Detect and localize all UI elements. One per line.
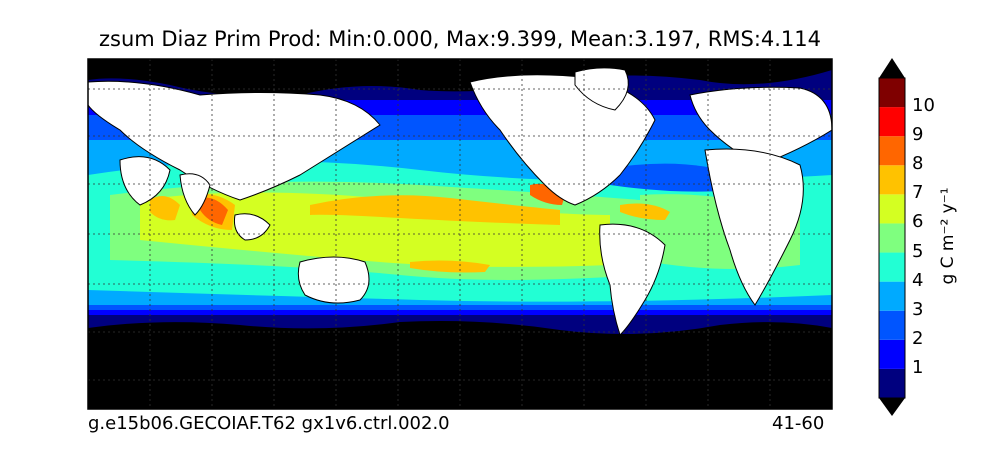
europe: [689, 86, 832, 166]
arabia: [119, 156, 171, 206]
colorbar-tick-label: 4: [912, 269, 924, 291]
case-name-label: g.e15b06.GECOIAF.T62 gx1v6.ctrl.002.0: [88, 413, 450, 434]
colorbar-segment: [879, 252, 905, 282]
colorbar-tick-label: 10: [912, 95, 935, 117]
colorbar-tick-label: 2: [912, 327, 924, 349]
colorbar-tick-label: 7: [912, 182, 924, 204]
india: [179, 173, 211, 216]
colorbar: [878, 58, 906, 416]
colorbar-segment: [879, 339, 905, 369]
map-frame: [87, 58, 833, 410]
colorbar-segment: [879, 136, 905, 166]
australia: [297, 256, 370, 304]
colorbar-under-arrow: [879, 398, 905, 416]
colorbar-segment: [879, 194, 905, 224]
continents: [88, 67, 832, 336]
colorbar-tick-label: 3: [912, 298, 924, 320]
colorbar-over-arrow: [879, 58, 905, 78]
arctic-ice: [88, 59, 832, 97]
colorbar-frame: [878, 77, 906, 399]
colorbar-tick-label: 1: [912, 356, 924, 378]
colorbar-tick-label: 6: [912, 211, 924, 233]
years-label: 41-60: [772, 413, 825, 434]
colorbar-tick-label: 9: [912, 124, 924, 146]
map-gridlines: [88, 59, 832, 409]
colorbar-segment: [879, 281, 905, 311]
colorbar-segment: [879, 223, 905, 253]
south-america: [599, 223, 666, 336]
map-panel: [88, 59, 832, 409]
colorbar-tick-label: 8: [912, 153, 924, 175]
greenland: [574, 67, 629, 111]
colorbar-segment: [879, 368, 905, 398]
eurasia: [88, 80, 381, 201]
colorbar-units-label: g C m⁻² y⁻¹: [938, 187, 958, 285]
colorbar-segment: [879, 310, 905, 340]
colorbar-tick-label: 5: [912, 240, 924, 262]
colorbar-segment: [879, 78, 905, 108]
map-title: zsum Diaz Prim Prod: Min:0.000, Max:9.39…: [98, 27, 822, 51]
colorbar-segment: [879, 107, 905, 137]
borneo-sumatra: [234, 213, 271, 241]
colorbar-segment: [879, 165, 905, 195]
africa: [704, 148, 804, 306]
